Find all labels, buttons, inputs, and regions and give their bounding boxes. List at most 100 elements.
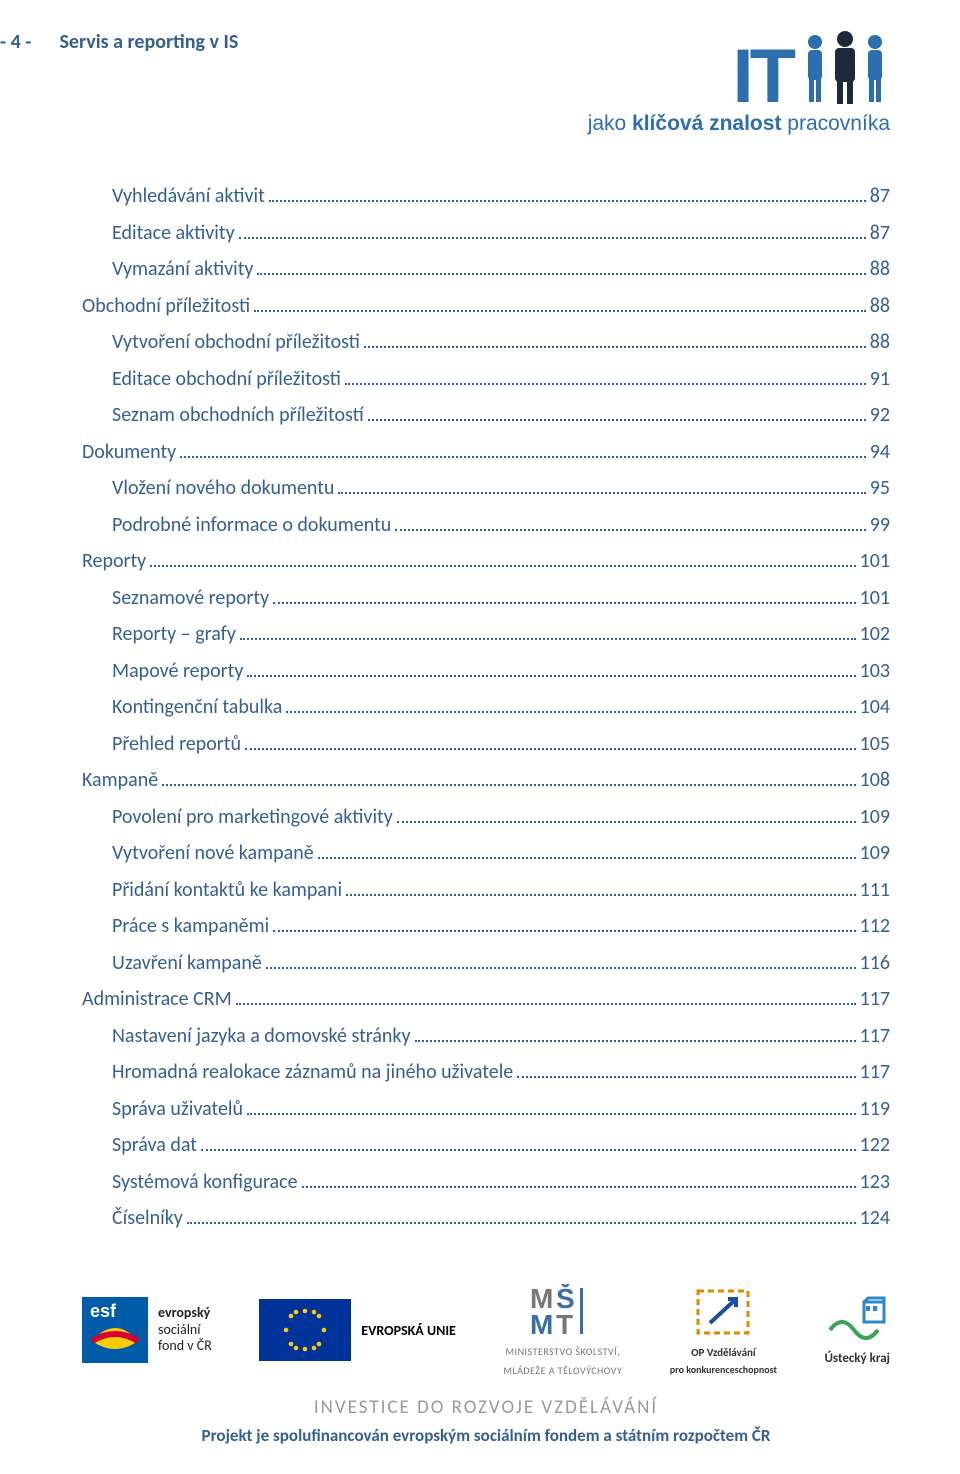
toc-row: Reporty – grafy 102	[82, 622, 890, 646]
toc-leader-dots	[245, 748, 856, 750]
toc-label[interactable]: Seznamové reporty	[112, 586, 269, 610]
toc-page-number[interactable]: 108	[860, 768, 890, 792]
toc-page-number[interactable]: 95	[870, 476, 890, 500]
toc-page-number[interactable]: 117	[860, 1024, 890, 1048]
toc-page-number[interactable]: 87	[870, 221, 890, 245]
toc-leader-dots	[368, 419, 866, 421]
toc-label[interactable]: Vytvoření nové kampaně	[112, 841, 314, 865]
op-line2: pro konkurenceschopnost	[670, 1363, 777, 1376]
toc-page-number[interactable]: 122	[860, 1133, 890, 1157]
toc-leader-dots	[273, 602, 855, 604]
svg-text:T: T	[556, 1309, 573, 1338]
toc-page-number[interactable]: 99	[870, 513, 890, 537]
toc-row: Editace obchodní příležitosti 91	[82, 367, 890, 391]
toc-label[interactable]: Reporty – grafy	[112, 622, 236, 646]
tagline-prefix: jako	[588, 112, 632, 135]
toc-label[interactable]: Dokumenty	[82, 440, 176, 464]
toc-label[interactable]: Editace aktivity	[112, 221, 235, 245]
toc-label[interactable]: Správa uživatelů	[112, 1097, 243, 1121]
toc-page-number[interactable]: 88	[870, 257, 890, 281]
toc-leader-dots	[187, 1222, 856, 1224]
toc-row: Správa dat 122	[82, 1133, 890, 1157]
toc-page-number[interactable]: 88	[870, 330, 890, 354]
toc-label[interactable]: Systémová konfigurace	[112, 1170, 298, 1194]
toc-row: Systémová konfigurace 123	[82, 1170, 890, 1194]
toc-page-number[interactable]: 105	[860, 732, 890, 756]
svg-text:M: M	[530, 1309, 553, 1338]
toc-page-number[interactable]: 94	[870, 440, 890, 464]
toc-label[interactable]: Administrace CRM	[82, 987, 232, 1011]
msmt-icon: M Š M T	[528, 1284, 598, 1338]
toc-page-number[interactable]: 88	[870, 294, 890, 318]
toc-label[interactable]: Hromadná realokace záznamů na jiného uži…	[112, 1060, 513, 1084]
toc-leader-dots	[240, 638, 856, 640]
toc-label[interactable]: Podrobné informace o dokumentu	[112, 513, 391, 537]
toc-label[interactable]: Vložení nového dokumentu	[112, 476, 334, 500]
logo-tagline: jako klíčová znalost pracovníka	[588, 112, 890, 136]
toc-row: Vytvoření nové kampaně 109	[82, 841, 890, 865]
toc-page-number[interactable]: 116	[860, 951, 890, 975]
tagline-suffix: pracovníka	[781, 112, 890, 135]
toc-label[interactable]: Přehled reportů	[112, 732, 241, 756]
toc-label[interactable]: Seznam obchodních příležitostí	[112, 403, 364, 427]
toc-row: Správa uživatelů 119	[82, 1097, 890, 1121]
toc-leader-dots	[247, 1113, 856, 1115]
toc-page-number[interactable]: 117	[860, 987, 890, 1011]
toc-page-number[interactable]: 117	[860, 1060, 890, 1084]
toc-page-number[interactable]: 123	[860, 1170, 890, 1194]
toc-label[interactable]: Kampaně	[82, 768, 158, 792]
toc-page-number[interactable]: 104	[860, 695, 890, 719]
toc-page-number[interactable]: 109	[860, 805, 890, 829]
toc-page-number[interactable]: 112	[860, 914, 890, 938]
toc-page-number[interactable]: 102	[860, 622, 890, 646]
toc-label[interactable]: Vyhledávání aktivit	[112, 184, 265, 208]
toc-page-number[interactable]: 87	[870, 184, 890, 208]
toc-row: Podrobné informace o dokumentu 99	[82, 513, 890, 537]
toc-page-number[interactable]: 109	[860, 841, 890, 865]
msmt-line2: MLÁDEŽE A TĚLOVÝCHOVY	[503, 1365, 622, 1376]
toc-leader-dots	[162, 784, 855, 786]
op-line1: OP Vzdělávání	[691, 1346, 756, 1359]
toc-label[interactable]: Povolení pro marketingové aktivity	[112, 805, 393, 829]
toc-leader-dots	[236, 1003, 856, 1005]
toc-label[interactable]: Vytvoření obchodní příležitosti	[112, 330, 360, 354]
toc-label[interactable]: Vymazání aktivity	[112, 257, 253, 281]
toc-page-number[interactable]: 111	[860, 878, 890, 902]
toc-row: Editace aktivity 87	[82, 221, 890, 245]
toc-row: Dokumenty 94	[82, 440, 890, 464]
toc-label[interactable]: Editace obchodní příležitosti	[112, 367, 341, 391]
toc-leader-dots	[201, 1149, 856, 1151]
logo-msmt: M Š M T MINISTERSTVO ŠKOLSTVÍ, MLÁDEŽE A…	[503, 1284, 622, 1376]
toc-label[interactable]: Správa dat	[112, 1133, 197, 1157]
toc-label[interactable]: Nastavení jazyka a domovské stránky	[112, 1024, 411, 1048]
toc-leader-dots	[345, 383, 866, 385]
toc-page-number[interactable]: 124	[860, 1206, 890, 1230]
toc-leader-dots	[269, 200, 866, 202]
people-icon	[800, 30, 890, 104]
toc-page-number[interactable]: 101	[860, 549, 890, 573]
doc-title: Servis a reporting v IS	[59, 30, 238, 54]
ustecky-caption: Ústecký kraj	[824, 1351, 890, 1366]
toc-page-number[interactable]: 91	[870, 367, 890, 391]
toc-label[interactable]: Číselníky	[112, 1206, 183, 1230]
toc-row: Uzavření kampaně 116	[82, 951, 890, 975]
toc-page-number[interactable]: 92	[870, 403, 890, 427]
toc-label[interactable]: Reporty	[82, 549, 146, 573]
toc-row: Vyhledávání aktivit 87	[82, 184, 890, 208]
toc-page-number[interactable]: 119	[860, 1097, 890, 1121]
toc-leader-dots	[318, 857, 856, 859]
toc-row: Kampaně 108	[82, 768, 890, 792]
toc-page-number[interactable]: 101	[860, 586, 890, 610]
toc-label[interactable]: Práce s kampaněmi	[112, 914, 269, 938]
toc-row: Administrace CRM 117	[82, 987, 890, 1011]
toc-row: Číselníky 124	[82, 1206, 890, 1230]
toc-label[interactable]: Uzavření kampaně	[112, 951, 262, 975]
toc-label[interactable]: Obchodní příležitosti	[82, 294, 250, 318]
toc-page-number[interactable]: 103	[860, 659, 890, 683]
toc-leader-dots	[273, 930, 855, 932]
toc-label[interactable]: Přidání kontaktů ke kampani	[112, 878, 342, 902]
eu-caption: EVROPSKÁ UNIE	[361, 1322, 456, 1339]
toc-leader-dots	[239, 237, 866, 239]
toc-label[interactable]: Mapové reporty	[112, 659, 243, 683]
toc-label[interactable]: Kontingenční tabulka	[112, 695, 282, 719]
